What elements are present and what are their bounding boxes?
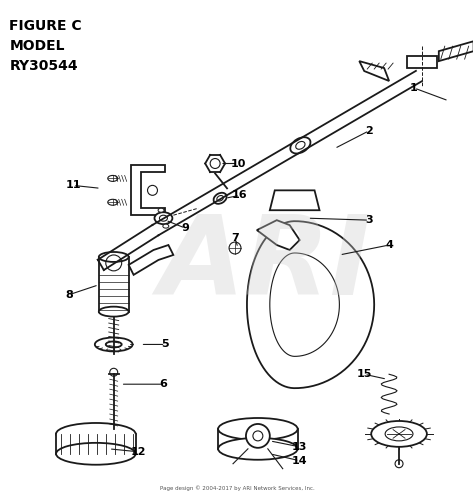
Text: 1: 1 — [410, 83, 418, 93]
Ellipse shape — [214, 193, 227, 204]
Text: RY30544: RY30544 — [9, 59, 78, 73]
Polygon shape — [131, 166, 165, 215]
Ellipse shape — [108, 175, 118, 181]
Polygon shape — [359, 61, 389, 81]
Text: 8: 8 — [65, 290, 73, 300]
Text: FIGURE C: FIGURE C — [9, 19, 82, 33]
Text: ARI: ARI — [158, 211, 371, 319]
Polygon shape — [257, 220, 300, 250]
Bar — [407, 56, 437, 68]
Ellipse shape — [218, 418, 298, 440]
Ellipse shape — [290, 137, 310, 154]
Text: 4: 4 — [385, 240, 393, 250]
Ellipse shape — [371, 421, 427, 447]
Text: 11: 11 — [65, 180, 81, 190]
Ellipse shape — [99, 252, 128, 262]
Polygon shape — [128, 245, 173, 275]
Ellipse shape — [108, 199, 118, 205]
Text: Page design © 2004-2017 by ARI Network Services, Inc.: Page design © 2004-2017 by ARI Network S… — [160, 485, 314, 491]
Bar — [56, 434, 136, 454]
Ellipse shape — [158, 208, 164, 212]
Ellipse shape — [155, 212, 173, 224]
Ellipse shape — [56, 443, 136, 465]
Text: 2: 2 — [365, 126, 373, 136]
Text: 3: 3 — [365, 215, 373, 225]
Text: MODEL: MODEL — [9, 39, 65, 53]
Text: 6: 6 — [159, 379, 167, 389]
Ellipse shape — [56, 423, 136, 445]
Ellipse shape — [99, 307, 128, 317]
Ellipse shape — [385, 427, 413, 441]
Text: 14: 14 — [292, 456, 308, 466]
Ellipse shape — [163, 224, 169, 228]
Text: 7: 7 — [231, 233, 239, 243]
Circle shape — [246, 424, 270, 448]
Text: 15: 15 — [356, 369, 372, 379]
Ellipse shape — [106, 341, 122, 347]
Text: 9: 9 — [182, 223, 189, 233]
Polygon shape — [247, 221, 374, 388]
Polygon shape — [439, 41, 474, 61]
Text: 5: 5 — [162, 339, 169, 349]
Text: 16: 16 — [232, 190, 248, 200]
Bar — [99, 257, 128, 312]
Polygon shape — [270, 190, 319, 210]
Text: 10: 10 — [230, 159, 246, 168]
Text: 13: 13 — [292, 442, 307, 452]
Text: 12: 12 — [131, 447, 146, 457]
Ellipse shape — [218, 438, 298, 460]
Polygon shape — [270, 253, 339, 356]
Ellipse shape — [95, 337, 133, 351]
